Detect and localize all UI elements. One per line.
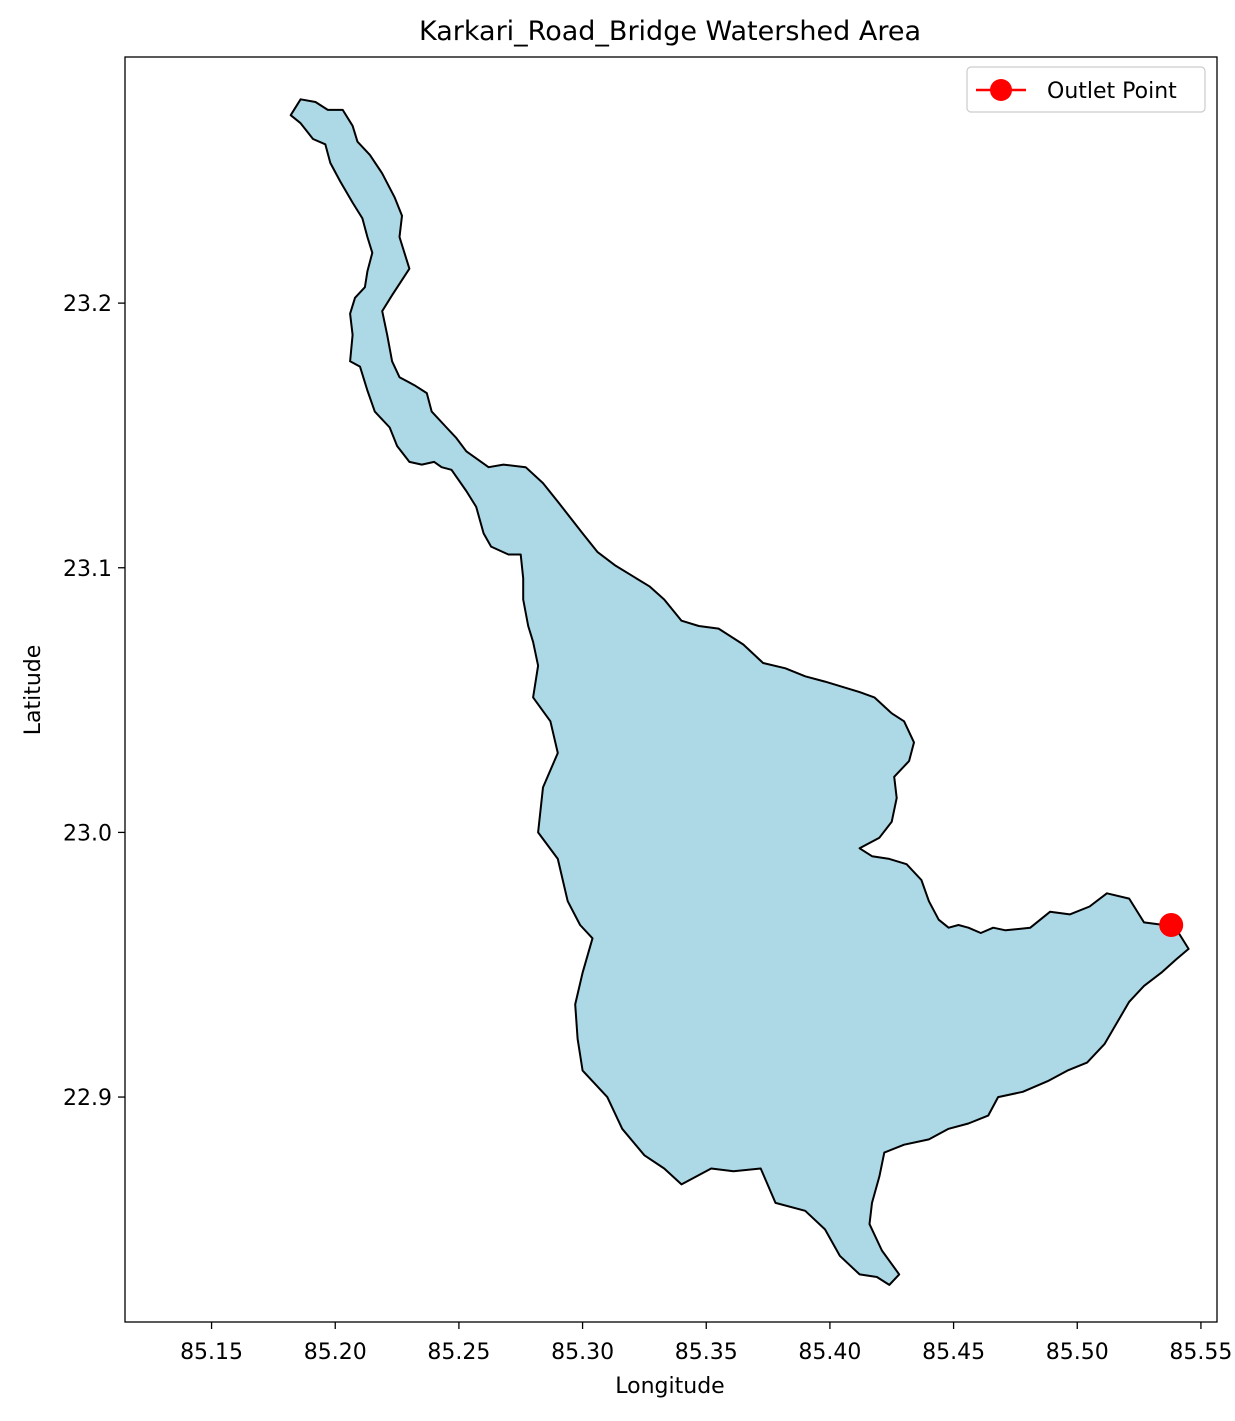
y-tick-label: 23.0 xyxy=(63,821,112,846)
y-axis-label: Latitude xyxy=(21,645,46,736)
outlet-point-marker xyxy=(1159,913,1184,937)
y-tick-label: 22.9 xyxy=(63,1086,112,1111)
y-axis: 22.9 23.0 23.1 23.2 xyxy=(63,292,125,1111)
x-tick-label: 85.40 xyxy=(798,1340,861,1365)
x-tick-label: 85.20 xyxy=(304,1340,367,1365)
x-tick-label: 85.25 xyxy=(427,1340,490,1365)
x-axis-label: Longitude xyxy=(615,1374,724,1399)
x-tick-label: 85.15 xyxy=(180,1340,243,1365)
legend-marker-dot xyxy=(990,79,1012,101)
x-tick-label: 85.30 xyxy=(551,1340,614,1365)
x-tick-label: 85.45 xyxy=(922,1340,985,1365)
chart-title: Karkari_Road_Bridge Watershed Area xyxy=(419,16,921,47)
outlet-layer xyxy=(1159,913,1184,937)
axes-frame xyxy=(124,56,1218,1323)
y-tick-label: 23.2 xyxy=(63,292,112,317)
watershed-layer xyxy=(289,98,1190,1286)
legend-box xyxy=(966,66,1206,113)
x-axis: 85.15 85.20 85.25 85.30 85.35 85.40 85.45 85.50… xyxy=(180,1322,1232,1365)
x-tick-label: 85.55 xyxy=(1169,1340,1232,1365)
legend: Outlet Point xyxy=(966,66,1206,113)
y-tick-label: 23.1 xyxy=(63,557,112,582)
x-tick-label: 85.50 xyxy=(1046,1340,1109,1365)
legend-label-outlet-point: Outlet Point xyxy=(1047,79,1177,104)
watershed-polygon xyxy=(289,98,1190,1286)
x-tick-label: 85.35 xyxy=(675,1340,738,1365)
